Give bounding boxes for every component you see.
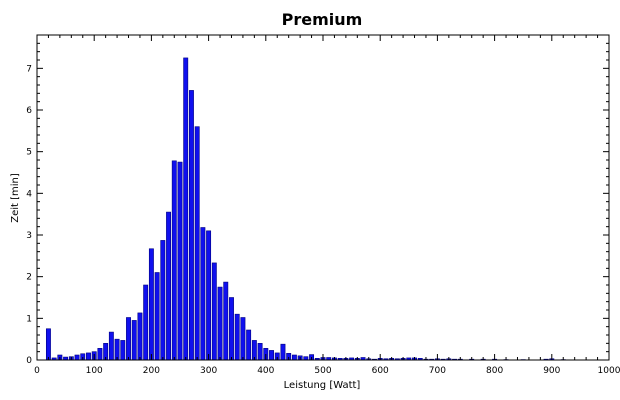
histogram-bar bbox=[148, 248, 154, 361]
histogram-bar bbox=[211, 262, 217, 361]
histogram-bar bbox=[45, 328, 51, 361]
x-tick-label: 600 bbox=[372, 366, 389, 376]
histogram-bar bbox=[126, 317, 131, 361]
x-tick-label: 800 bbox=[486, 366, 503, 376]
histogram-bar bbox=[280, 343, 286, 361]
histogram-bar bbox=[200, 227, 206, 361]
histogram-bar bbox=[217, 286, 223, 361]
y-tick-label: 7 bbox=[26, 64, 32, 74]
histogram-bar bbox=[86, 352, 91, 361]
chart-title: Premium bbox=[282, 10, 363, 29]
y-tick-label: 4 bbox=[26, 189, 32, 199]
y-tick-label: 5 bbox=[26, 148, 32, 158]
histogram-bar bbox=[257, 343, 263, 361]
x-tick-label: 200 bbox=[143, 366, 160, 376]
x-tick-label: 500 bbox=[314, 366, 331, 376]
histogram-bar bbox=[188, 90, 194, 361]
histogram-bar bbox=[108, 331, 114, 361]
histogram-bar bbox=[177, 161, 183, 361]
x-tick-label: 700 bbox=[429, 366, 446, 376]
y-tick-label: 6 bbox=[26, 106, 32, 116]
x-tick-label: 1000 bbox=[598, 366, 620, 376]
x-tick-label: 300 bbox=[200, 366, 217, 376]
histogram-bar bbox=[171, 160, 177, 361]
histogram-bar bbox=[246, 329, 252, 361]
y-tick-label: 1 bbox=[26, 314, 32, 324]
histogram-bar bbox=[74, 354, 80, 361]
histogram-bar bbox=[120, 340, 126, 361]
histogram-bar bbox=[240, 317, 246, 361]
x-tick-label: 100 bbox=[86, 366, 103, 376]
histogram-bar bbox=[154, 272, 160, 361]
histogram-bar bbox=[137, 312, 143, 361]
plot-area-frame bbox=[36, 34, 610, 361]
histogram-bar bbox=[291, 354, 297, 361]
histogram-bar bbox=[229, 297, 234, 361]
histogram-bar bbox=[269, 350, 274, 361]
histogram-bar bbox=[234, 313, 240, 361]
x-axis-ticks: 0 100 200 300 400 500 600 700 800 900 1000 bbox=[34, 35, 620, 376]
histogram-bar bbox=[166, 211, 172, 361]
histogram-bar bbox=[223, 281, 229, 361]
x-tick-label: 0 bbox=[34, 366, 40, 376]
histogram-bar bbox=[160, 240, 166, 361]
x-axis-label: Leistung [Watt] bbox=[284, 380, 361, 391]
y-axis-label: Zeit [min] bbox=[10, 173, 21, 223]
histogram-bar bbox=[194, 126, 200, 361]
y-tick-label: 3 bbox=[26, 231, 32, 241]
histogram-bar bbox=[131, 320, 137, 361]
y-tick-label: 0 bbox=[26, 356, 32, 366]
histogram-bar bbox=[183, 57, 189, 361]
y-tick-label: 2 bbox=[26, 273, 32, 283]
histogram-bar bbox=[143, 284, 149, 361]
x-tick-label: 900 bbox=[543, 366, 560, 376]
histogram-bar bbox=[114, 338, 120, 361]
histogram-bar bbox=[206, 230, 212, 361]
histogram-bar bbox=[97, 348, 103, 361]
x-tick-label: 400 bbox=[257, 366, 274, 376]
bar-series bbox=[45, 57, 566, 361]
